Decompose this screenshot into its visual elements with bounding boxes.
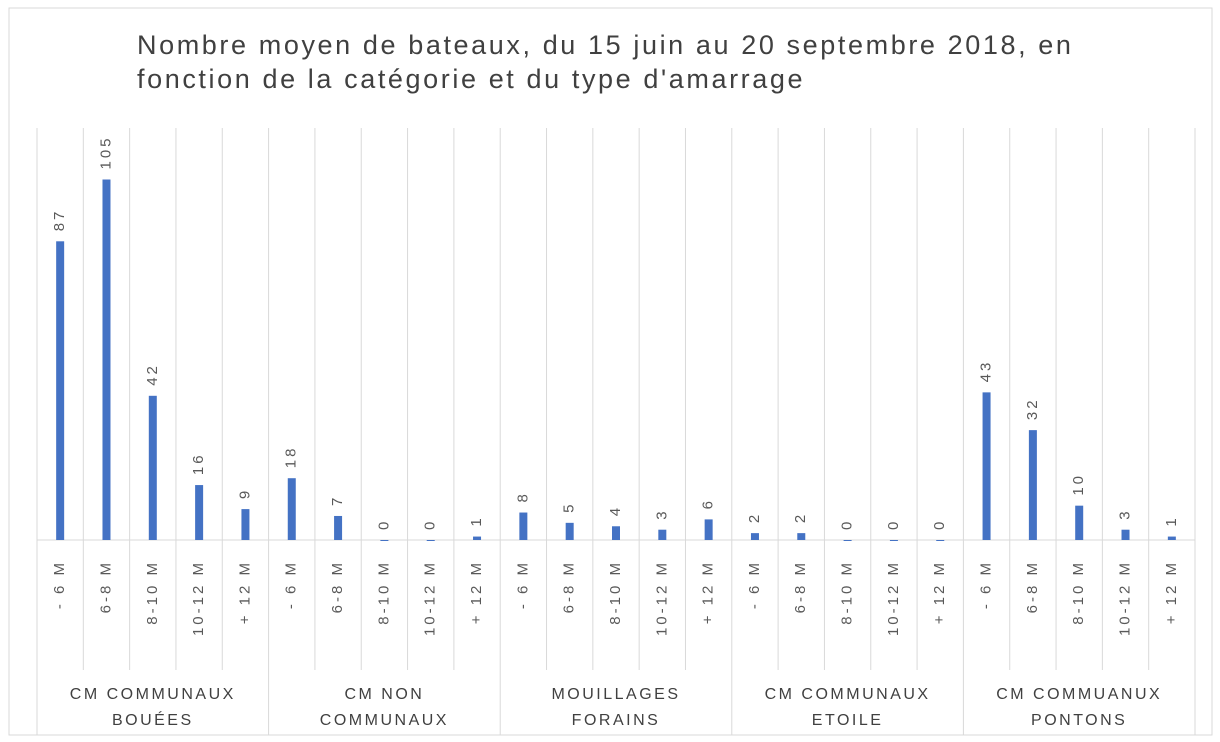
x-tick-label: 6-8 M — [329, 560, 346, 613]
group-label: CM COMMUNAUX BOUÉES — [69, 686, 236, 729]
data-label: 7 — [329, 495, 346, 506]
bar — [1028, 430, 1037, 540]
bar — [797, 533, 806, 540]
bar — [426, 540, 435, 541]
data-label: 3 — [1116, 508, 1133, 519]
bar — [148, 395, 157, 540]
x-tick-label: - 6 M — [978, 560, 995, 609]
data-label: 18 — [283, 446, 300, 469]
data-label: 1 — [468, 515, 485, 526]
x-tick-label: 10-12 M — [190, 560, 207, 636]
bar — [519, 512, 528, 540]
bar — [612, 526, 620, 540]
bar — [704, 519, 713, 540]
data-label: 6 — [700, 498, 717, 509]
x-tick-label: + 12 M — [468, 560, 485, 624]
x-tick-label: - 6 M — [283, 560, 300, 609]
bar — [750, 533, 759, 540]
data-label: 5 — [561, 501, 578, 512]
bar — [241, 509, 250, 540]
x-tick-label: 6-8 M — [561, 560, 578, 613]
bar — [56, 241, 65, 541]
data-label: 43 — [978, 360, 995, 383]
data-label: 16 — [190, 452, 207, 475]
group-label: CM COMMUNAUX ETOILE — [764, 686, 931, 729]
x-tick-label: 8-10 M — [607, 560, 624, 625]
x-tick-label: 6-8 M — [792, 560, 809, 613]
x-tick-label: + 12 M — [931, 560, 948, 624]
x-tick-label: 8-10 M — [1070, 560, 1087, 625]
x-tick-label: 8-10 M — [375, 560, 392, 625]
x-tick-label: - 6 M — [51, 560, 68, 609]
bar — [102, 179, 111, 540]
x-tick-label: - 6 M — [746, 560, 763, 609]
data-label: 105 — [97, 135, 114, 169]
data-label: 0 — [375, 519, 392, 530]
data-label: 2 — [746, 512, 763, 523]
bar — [982, 392, 991, 540]
data-label: 1 — [1163, 515, 1180, 526]
x-tick-label: 10-12 M — [885, 560, 902, 636]
x-tick-label: + 12 M — [236, 560, 253, 624]
bar — [287, 478, 296, 540]
data-label: 0 — [839, 519, 856, 530]
bar — [889, 540, 898, 541]
data-label: 87 — [51, 209, 68, 232]
group-label: CM NON COMMUNAUX — [319, 686, 449, 729]
data-label: 32 — [1024, 397, 1041, 420]
bar — [843, 540, 852, 541]
data-label: 4 — [607, 505, 624, 516]
x-tick-label: + 12 M — [1163, 560, 1180, 624]
bar — [473, 536, 482, 540]
bar — [565, 522, 574, 540]
data-label: 0 — [422, 519, 439, 530]
bar — [936, 540, 945, 541]
bar — [1167, 536, 1176, 540]
data-label: 2 — [792, 512, 809, 523]
bar — [1121, 529, 1130, 540]
bar — [380, 540, 389, 541]
x-tick-label: 6-8 M — [1024, 560, 1041, 613]
data-label: 42 — [144, 363, 161, 386]
x-tick-label: 10-12 M — [1116, 560, 1133, 636]
group-label: MOUILLAGES FORAINS — [551, 686, 681, 729]
chart-title: Nombre moyen de bateaux, du 15 juin au 2… — [137, 30, 1074, 94]
bar — [195, 485, 204, 540]
data-label: 10 — [1070, 473, 1087, 496]
data-label: 0 — [885, 519, 902, 530]
data-label: 8 — [514, 491, 531, 502]
group-label: CM COMMUANUX PONTONS — [996, 686, 1163, 729]
data-label: 9 — [236, 488, 253, 499]
data-label: 3 — [653, 508, 670, 519]
x-tick-label: - 6 M — [514, 560, 531, 609]
bar — [658, 529, 667, 540]
x-tick-label: 6-8 M — [97, 560, 114, 613]
data-label: 0 — [931, 519, 948, 530]
bar — [334, 515, 343, 540]
x-tick-label: 10-12 M — [422, 560, 439, 636]
x-tick-label: 8-10 M — [839, 560, 856, 625]
bar — [1075, 505, 1084, 540]
x-tick-label: 10-12 M — [653, 560, 670, 636]
x-tick-label: 8-10 M — [144, 560, 161, 625]
chart-border — [8, 7, 1213, 736]
x-tick-label: + 12 M — [700, 560, 717, 624]
